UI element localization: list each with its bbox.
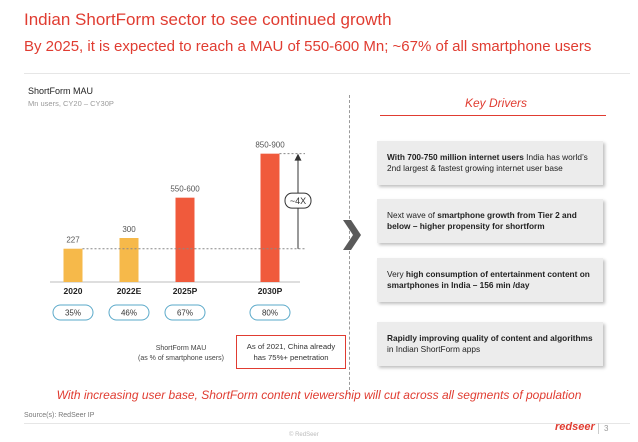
china-note: As of 2021, China already has 75%+ penet… xyxy=(236,335,346,369)
driver-text-part: Rapidly improving quality of content and… xyxy=(387,332,593,343)
driver-text: Very high consumption of entertainment c… xyxy=(387,269,593,292)
driver-text: Rapidly improving quality of content and… xyxy=(387,333,593,356)
bar xyxy=(119,238,139,282)
penetration-label: 67% xyxy=(177,309,193,318)
driver-card: With 700-750 million internet users Indi… xyxy=(377,141,603,185)
penetration-label: 80% xyxy=(262,309,278,318)
bar xyxy=(260,153,280,282)
penetration-label: 35% xyxy=(65,309,81,318)
penetration-pill xyxy=(52,304,94,321)
footer-divider xyxy=(24,423,630,424)
bar-value-label: 300 xyxy=(122,225,136,234)
mau-bar-chart: 227 2020 35% 300 2022E 46% 550-600 2025P 67% 850-… xyxy=(50,141,312,362)
driver-text: Next wave of smartphone growth from Tier… xyxy=(387,210,593,233)
bar-value-label: 227 xyxy=(66,236,80,245)
page-title: Indian ShortForm sector to see continued… xyxy=(24,10,392,29)
driver-text-part: Next wave of xyxy=(387,209,438,220)
penetration-caption-1: ShortForm MAU xyxy=(156,345,207,352)
bar-value-label: 550-600 xyxy=(170,185,200,194)
driver-text-part: smartphone growth from Tier 2 and below … xyxy=(387,209,577,232)
growth-arrow-head xyxy=(294,153,302,161)
category-label: 2025P xyxy=(173,286,198,296)
growth-badge xyxy=(284,192,312,209)
penetration-pill xyxy=(249,304,291,321)
driver-text-part: With 700-750 million internet users xyxy=(387,151,524,162)
key-drivers-underline xyxy=(380,115,606,116)
bar xyxy=(175,197,195,282)
driver-text-part: India has world’s 2nd largest & fastest … xyxy=(387,151,588,174)
redseer-logo: redseer xyxy=(555,421,595,433)
category-label: 2030P xyxy=(258,286,283,296)
footer-separator xyxy=(598,423,599,434)
source-note: Source(s): RedSeer IP xyxy=(24,412,95,419)
driver-card: Rapidly improving quality of content and… xyxy=(377,322,603,366)
china-note-line-2: has 75%+ penetration xyxy=(253,353,329,362)
driver-text-part: Very xyxy=(387,268,406,279)
chart-subtitle: Mn users, CY20 – CY30P xyxy=(28,99,114,108)
key-drivers-title: Key Drivers xyxy=(464,96,527,110)
conclusion-text: With increasing user base, ShortForm con… xyxy=(56,388,582,402)
page-subtitle: By 2025, it is expected to reach a MAU o… xyxy=(24,38,592,55)
growth-multiple-label: ~4X xyxy=(290,196,306,206)
driver-text-part: in Indian ShortForm apps xyxy=(387,344,481,354)
page-number: 3 xyxy=(604,424,609,433)
driver-text-part: high consumption of entertainment conten… xyxy=(387,268,590,291)
penetration-label: 46% xyxy=(121,309,137,318)
china-note-line-1: As of 2021, China already xyxy=(246,342,336,351)
driver-card: Very high consumption of entertainment c… xyxy=(377,258,603,302)
penetration-pill xyxy=(108,304,150,321)
header-divider xyxy=(24,73,630,74)
chevron-right-icon xyxy=(343,220,361,250)
penetration-pill xyxy=(164,304,206,321)
driver-card: Next wave of smartphone growth from Tier… xyxy=(377,199,603,243)
chart-title: ShortForm MAU xyxy=(28,86,94,96)
category-label: 2020 xyxy=(64,286,83,296)
bar-value-label: 850-900 xyxy=(255,141,285,150)
driver-text: With 700-750 million internet users Indi… xyxy=(387,152,593,175)
bar xyxy=(63,248,83,282)
copyright: © RedSeer xyxy=(289,432,319,438)
category-label: 2022E xyxy=(117,286,142,296)
penetration-caption-2: (as % of smartphone users) xyxy=(138,355,224,362)
